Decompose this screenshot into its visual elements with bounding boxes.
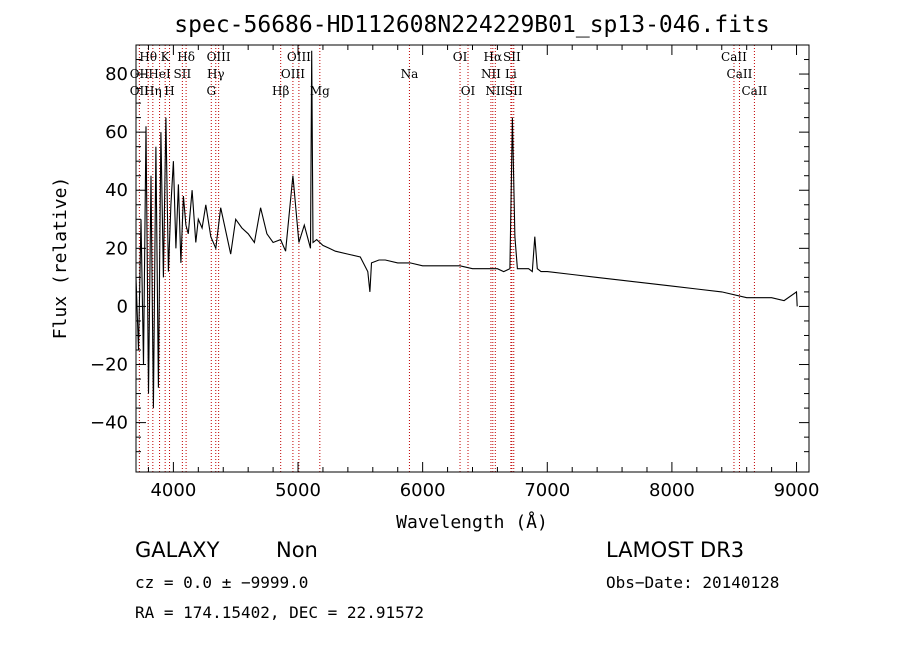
emission-label-20: Hα xyxy=(484,50,503,64)
emission-label-6: H xyxy=(164,84,174,98)
spectrum-line xyxy=(135,50,798,409)
emission-label-17: OI xyxy=(453,50,468,64)
obs-date: Obs−Date: 20140128 xyxy=(606,573,780,592)
object-class: GALAXY xyxy=(135,538,220,562)
emission-label-11: G xyxy=(206,84,216,98)
emission-label-14: OIII xyxy=(287,50,311,64)
plot-series xyxy=(135,50,798,409)
emission-label-18: OI xyxy=(461,84,476,98)
emission-label-1: OII xyxy=(130,67,150,81)
x-tick-label-4: 8000 xyxy=(649,480,695,501)
emission-label-13: OIII xyxy=(281,67,305,81)
emission-label-26: CaII xyxy=(727,67,753,81)
redshift-cz: cz = 0.0 ± −9999.0 xyxy=(135,573,309,592)
emission-label-24: SII xyxy=(505,84,523,98)
y-tick-label-0: −40 xyxy=(90,413,128,434)
plot-frame xyxy=(135,44,810,473)
emission-label-22: SII xyxy=(503,50,521,64)
object-subclass: Non xyxy=(276,538,318,562)
emission-label-0: OII xyxy=(130,84,150,98)
x-tick-label-2: 6000 xyxy=(400,480,446,501)
x-tick-label-3: 7000 xyxy=(524,480,570,501)
emission-label-3: Hη xyxy=(144,84,162,98)
survey-name: LAMOST DR3 xyxy=(606,538,745,562)
emission-label-7: SII xyxy=(174,67,192,81)
chart-title: spec-56686-HD112608N224229B01_sp13-046.f… xyxy=(174,12,769,38)
emission-label-8: Hδ xyxy=(177,50,195,64)
y-tick-label-2: 0 xyxy=(117,296,128,317)
axis-ticks: 4000 5000 6000 7000 8000 9000 −40 −20 0 20 40 60 80 xyxy=(90,45,819,501)
x-axis-label: Wavelength (Å) xyxy=(396,511,548,533)
emission-label-9: OIII xyxy=(207,50,231,64)
x-tick-label-5: 9000 xyxy=(774,480,820,501)
emission-label-25: CaII xyxy=(721,50,747,64)
emission-label-2: Hθ xyxy=(139,50,157,64)
emission-label-12: Hβ xyxy=(272,84,289,98)
emission-label-5: K xyxy=(161,50,171,64)
y-tick-label-3: 20 xyxy=(105,238,128,259)
x-tick-label-0: 4000 xyxy=(150,480,196,501)
ra-dec: RA = 174.15402, DEC = 22.91572 xyxy=(135,603,424,622)
y-tick-label-1: −20 xyxy=(90,355,128,376)
emission-label-21: NII xyxy=(485,84,505,98)
x-tick-label-1: 5000 xyxy=(275,480,321,501)
emission-label-19: NII xyxy=(481,67,501,81)
y-tick-label-6: 80 xyxy=(105,64,128,85)
emission-line-markers xyxy=(138,45,755,472)
emission-label-27: CaII xyxy=(741,84,767,98)
emission-label-15: Mg xyxy=(310,84,330,98)
y-tick-label-5: 60 xyxy=(105,122,128,143)
emission-label-10: Hγ xyxy=(207,67,225,81)
y-tick-label-4: 40 xyxy=(105,180,128,201)
emission-label-4: HeI xyxy=(148,67,171,81)
y-axis-label: Flux (relative) xyxy=(50,177,71,340)
emission-label-23: Li xyxy=(505,67,517,81)
emission-label-16: Na xyxy=(401,67,419,81)
